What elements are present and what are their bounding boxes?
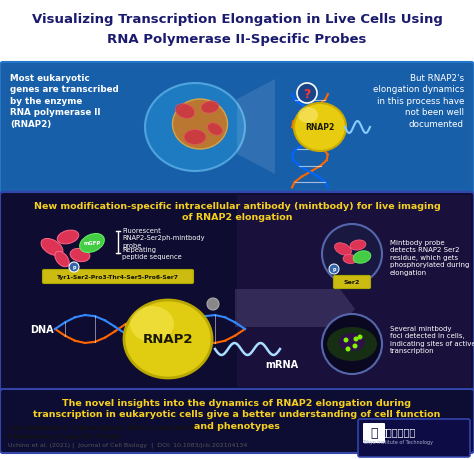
FancyBboxPatch shape — [6, 68, 468, 190]
Circle shape — [322, 314, 382, 374]
Text: ?: ? — [303, 87, 310, 100]
Text: Repeating
peptide sequence: Repeating peptide sequence — [122, 246, 182, 260]
Ellipse shape — [201, 101, 219, 114]
FancyBboxPatch shape — [0, 63, 474, 196]
Text: Uchino et al. (2021) |  Journal of Cell Biology  |  DOI: 10.1083/jcb.202104134: Uchino et al. (2021) | Journal of Cell B… — [8, 442, 247, 448]
Ellipse shape — [70, 249, 90, 262]
Circle shape — [354, 337, 358, 342]
Text: RNA Polymerase II-Specific Probes: RNA Polymerase II-Specific Probes — [107, 33, 367, 46]
Text: Ser2: Ser2 — [344, 280, 360, 285]
Text: Mintbody probe
detects RNAP2 Ser2
residue, which gets
phosphorylated during
elon: Mintbody probe detects RNAP2 Ser2 residu… — [390, 240, 469, 275]
Text: Tokyo Institute of Technology: Tokyo Institute of Technology — [363, 440, 434, 444]
Text: RNAP2: RNAP2 — [305, 123, 335, 132]
Ellipse shape — [208, 123, 222, 136]
Ellipse shape — [55, 252, 69, 267]
Text: The novel insights into the dynamics of RNAP2 elongation during
transcription in: The novel insights into the dynamics of … — [33, 398, 441, 430]
Text: 工: 工 — [370, 426, 378, 440]
Ellipse shape — [173, 100, 228, 150]
Text: Live Imaging of Transcription Sites Using an Elongating RNA: Live Imaging of Transcription Sites Usin… — [8, 424, 249, 430]
Ellipse shape — [57, 230, 79, 244]
FancyBboxPatch shape — [43, 270, 193, 284]
FancyBboxPatch shape — [358, 419, 470, 457]
FancyBboxPatch shape — [334, 276, 371, 289]
Ellipse shape — [175, 104, 195, 119]
Ellipse shape — [339, 333, 365, 351]
FancyBboxPatch shape — [0, 193, 474, 390]
Text: Most eukaryotic
genes are transcribed
by the enzyme
RNA polymerase II
(RNAP2): Most eukaryotic genes are transcribed by… — [10, 74, 119, 129]
Ellipse shape — [124, 300, 212, 378]
Ellipse shape — [130, 306, 174, 342]
Circle shape — [297, 84, 317, 104]
Ellipse shape — [41, 239, 63, 256]
Ellipse shape — [294, 104, 346, 151]
Ellipse shape — [353, 251, 371, 263]
Ellipse shape — [80, 234, 104, 253]
Ellipse shape — [343, 255, 357, 264]
Text: DNA: DNA — [30, 325, 54, 334]
Text: Several mintbody
foci detected in cells,
indicating sites of active
transcriptio: Several mintbody foci detected in cells,… — [390, 325, 474, 354]
Text: p: p — [72, 265, 76, 270]
Ellipse shape — [145, 84, 245, 172]
Text: New modification-specific intracellular antibody (mintbody) for live imaging
of : New modification-specific intracellular … — [34, 202, 440, 222]
Ellipse shape — [350, 241, 366, 251]
Circle shape — [329, 264, 339, 274]
FancyBboxPatch shape — [0, 389, 474, 453]
Text: p: p — [332, 267, 336, 272]
Circle shape — [353, 344, 357, 349]
Polygon shape — [237, 80, 275, 174]
Text: Visualizing Transcription Elongation in Live Cells Using: Visualizing Transcription Elongation in … — [32, 13, 442, 26]
Ellipse shape — [327, 327, 377, 361]
Text: RNAP2: RNAP2 — [143, 333, 193, 346]
Circle shape — [357, 335, 363, 340]
Circle shape — [69, 263, 79, 272]
Ellipse shape — [298, 108, 318, 124]
Polygon shape — [235, 289, 355, 327]
Text: Polymerase II-specific Probe: Polymerase II-specific Probe — [8, 433, 121, 439]
Ellipse shape — [184, 130, 206, 145]
Polygon shape — [237, 196, 471, 387]
Text: Fluorescent
RNAP2-Ser2ph-mintbody
probe: Fluorescent RNAP2-Ser2ph-mintbody probe — [122, 228, 204, 248]
Text: 東京工業大学: 東京工業大学 — [380, 426, 416, 436]
FancyBboxPatch shape — [363, 423, 385, 443]
Text: mGFP: mGFP — [83, 241, 100, 246]
Ellipse shape — [335, 243, 352, 256]
Text: Tyr1-Ser2-Pro3-Thr4-Ser5-Pro6-Ser7: Tyr1-Ser2-Pro3-Thr4-Ser5-Pro6-Ser7 — [57, 274, 179, 280]
Circle shape — [322, 224, 382, 285]
Text: mRNA: mRNA — [265, 359, 298, 369]
Circle shape — [344, 338, 348, 343]
Circle shape — [346, 347, 350, 352]
Circle shape — [207, 298, 219, 310]
Text: But RNAP2's
elongation dynamics
in this process have
not been well
documented: But RNAP2's elongation dynamics in this … — [373, 74, 464, 129]
